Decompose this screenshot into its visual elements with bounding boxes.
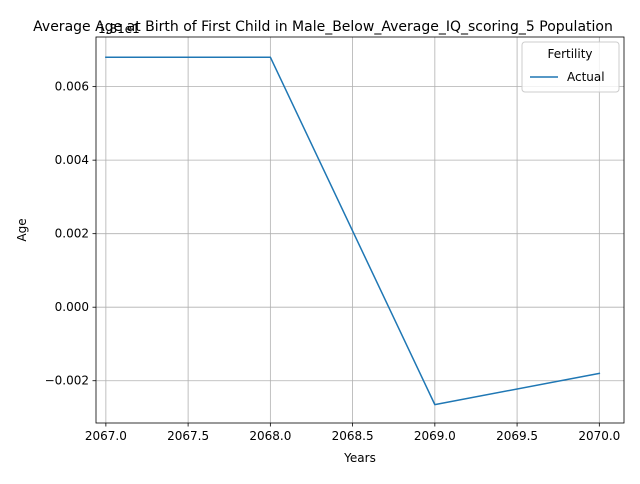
y-axis-label: Age: [15, 218, 29, 241]
legend-label-actual: Actual: [567, 70, 605, 84]
legend: Fertility Actual: [521, 41, 620, 93]
x-tick-label: 2068.0: [249, 429, 291, 443]
x-tick-label: 2068.5: [332, 429, 374, 443]
chart-title: Average Age at Birth of First Child in M…: [33, 19, 613, 35]
legend-box: [521, 41, 620, 93]
legend-title: Fertility: [547, 47, 592, 61]
plot-area-frame: [95, 36, 625, 424]
axis-ticks: 2067.0 2067.5 2068.0 2068.5 2069.0 2069.5 2070…: [45, 80, 621, 443]
x-tick-label: 2069.5: [496, 429, 538, 443]
grid-lines: [96, 37, 624, 423]
x-tick-label: 2069.0: [414, 429, 456, 443]
x-tick-label: 2067.5: [167, 429, 209, 443]
y-tick-label: 0.006: [55, 80, 89, 94]
series-line-actual: [105, 56, 601, 406]
series-layer: [105, 56, 601, 406]
y-tick-label: 0.002: [55, 227, 89, 241]
x-tick-label: 2067.0: [85, 429, 127, 443]
y-offset-text: 1.81e1: [98, 22, 140, 36]
y-tick-label: 0.004: [55, 153, 89, 167]
x-axis-label: Years: [343, 451, 376, 465]
y-tick-label: 0.000: [55, 300, 89, 314]
x-tick-label: 2070.0: [578, 429, 620, 443]
y-tick-label: −0.002: [45, 374, 89, 388]
